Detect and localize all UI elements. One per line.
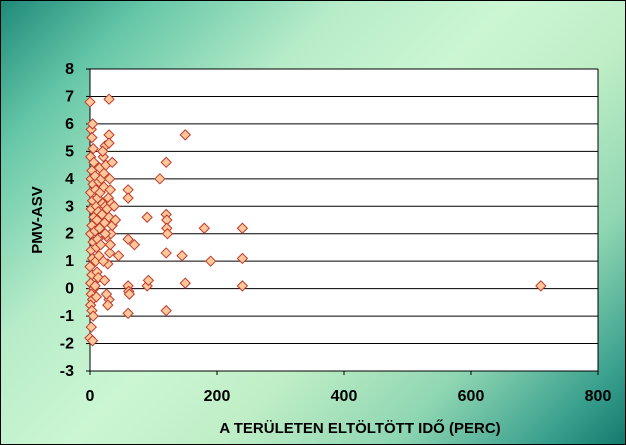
data-point [103, 247, 116, 259]
x-tick-label: 400 [331, 388, 358, 405]
data-point [179, 129, 191, 141]
data-point [141, 211, 153, 223]
x-tick-label: 800 [585, 388, 612, 405]
data-point [95, 239, 107, 251]
data-point [99, 228, 111, 240]
data-point [86, 131, 98, 144]
data-point [102, 299, 114, 311]
data-point [87, 142, 99, 155]
data-point [84, 96, 96, 108]
data-point [535, 280, 547, 292]
y-tick-label: 5 [65, 143, 74, 160]
data-point [128, 239, 141, 251]
data-point [96, 145, 109, 158]
y-tick-label: 4 [65, 171, 74, 188]
y-tick-label: 0 [65, 281, 74, 298]
x-axis-title: A TERÜLETEN ELTÖLTÖTT IDŐ (PERC) [219, 419, 500, 437]
x-tick-label: 0 [86, 388, 95, 405]
data-point [87, 310, 99, 322]
data-point [160, 156, 172, 169]
data-point [204, 255, 217, 267]
data-point [108, 200, 120, 212]
data-point [160, 304, 172, 317]
gridlines [90, 68, 598, 372]
y-tick-label: 3 [65, 198, 74, 215]
data-point [198, 222, 211, 234]
data-point [122, 192, 134, 204]
axes [86, 68, 599, 375]
plot-area [90, 69, 598, 371]
y-tick-label: -2 [60, 336, 74, 353]
data-point [103, 173, 116, 185]
data-point [90, 291, 103, 303]
data-point [103, 137, 115, 149]
y-tick-label: 6 [65, 116, 74, 133]
y-axis-title: PMV-ASV [29, 186, 46, 254]
tick-labels: 8 7 6 5 4 3 2 1 0 -1 -2 -3 0 200 400 600 800 [60, 61, 612, 405]
y-tick-label: 7 [65, 88, 74, 105]
y-tick-label: -1 [60, 308, 74, 325]
data-point [100, 288, 113, 300]
data-point [236, 280, 249, 292]
y-tick-label: -3 [60, 363, 74, 380]
data-point [98, 274, 111, 287]
data-point [86, 335, 99, 347]
data-point [106, 156, 118, 169]
data-point [123, 288, 136, 300]
data-point [103, 93, 115, 105]
data-point [85, 321, 97, 333]
data-point [160, 247, 172, 259]
x-tick-label: 600 [458, 388, 485, 405]
data-point [104, 184, 117, 196]
data-point [176, 249, 188, 262]
data-point [86, 118, 99, 130]
data-points [84, 93, 547, 347]
data-point [89, 280, 101, 292]
data-point [154, 173, 166, 185]
data-point [98, 167, 110, 180]
x-tick-label: 200 [204, 388, 231, 405]
data-point [236, 252, 249, 265]
data-point [236, 222, 249, 234]
data-point [142, 274, 155, 287]
y-tick-label: 8 [65, 61, 74, 78]
data-point [161, 228, 174, 240]
data-point [122, 233, 134, 245]
y-tick-label: 2 [65, 226, 74, 243]
y-tick-label: 1 [65, 253, 74, 270]
data-point [122, 307, 134, 320]
data-point [104, 239, 117, 251]
data-point [112, 249, 125, 262]
data-point [179, 277, 191, 289]
data-point [97, 255, 110, 267]
data-point [109, 214, 122, 226]
